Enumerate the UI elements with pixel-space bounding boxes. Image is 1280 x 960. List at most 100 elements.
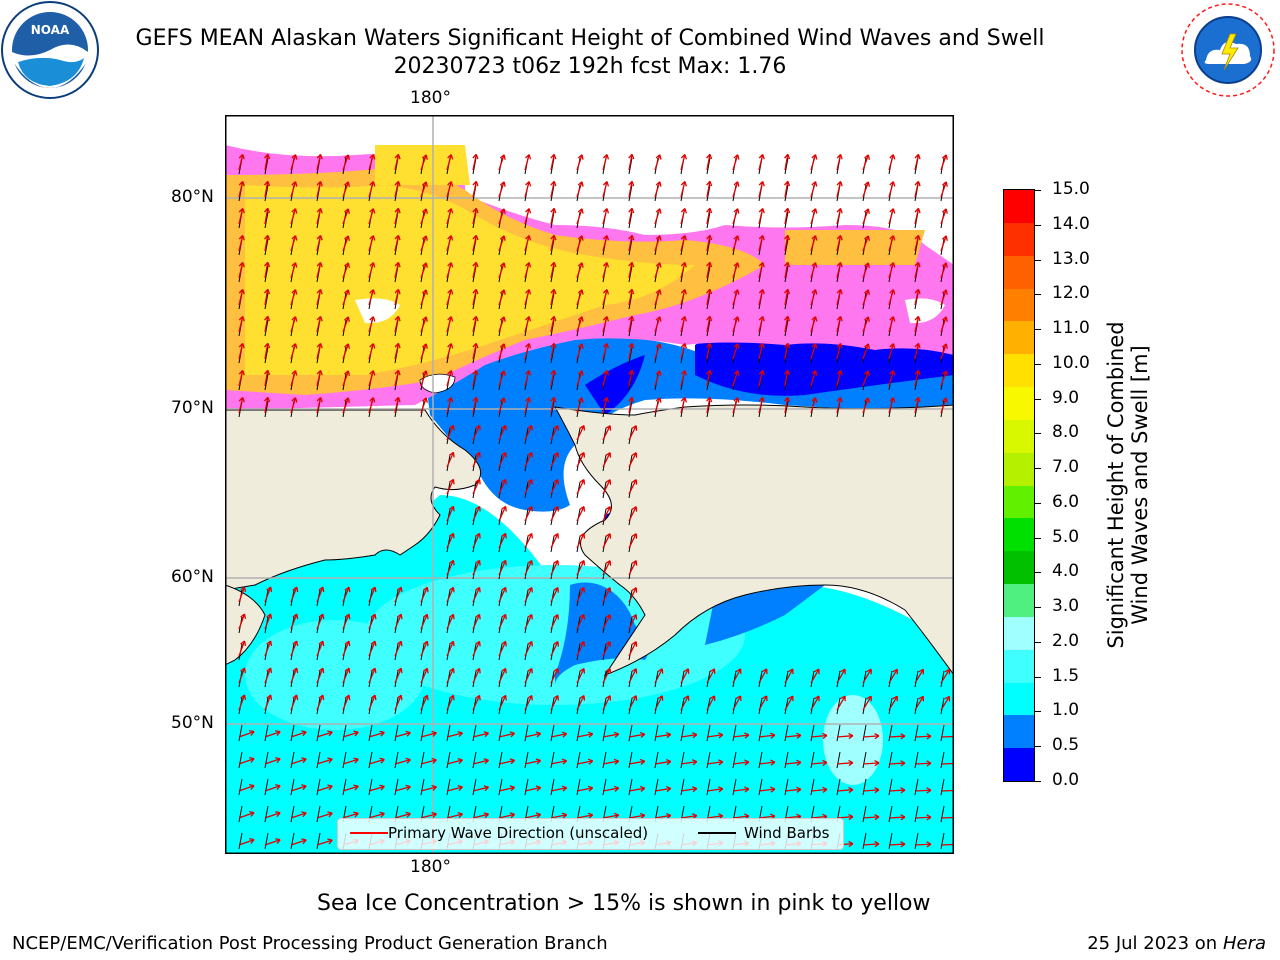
wave-direction-arrow [576,316,583,333]
wave-arrow-head [836,288,843,295]
wave-arrow-head [706,261,713,268]
wave-arrow-head [926,814,932,821]
wave-direction-arrow [264,785,281,792]
wave-direction-arrow [472,533,481,549]
wind-barb [862,832,867,850]
wave-arrow-head [784,315,791,322]
wind-barb [342,724,347,742]
wave-direction-arrow [888,262,895,279]
wave-arrow-head [472,396,479,403]
wave-arrow-head [587,785,594,792]
wave-arrow-head [421,262,428,268]
wave-arrow-head [405,757,411,764]
wave-direction-arrow [290,731,307,738]
wave-direction-arrow [654,262,661,279]
wave-arrow-head [318,613,325,620]
wave-arrow-head [866,695,872,702]
wave-direction-arrow [290,208,297,225]
wave-direction-arrow [264,289,269,306]
ocean-mid-blue-bering [555,582,649,685]
wave-arrow-head [941,289,948,295]
wave-direction-arrow [368,343,375,360]
wind-barb [264,211,269,229]
wave-arrow-head [316,342,323,349]
wave-direction-arrow [290,235,297,252]
wave-arrow-head [639,812,646,820]
wave-direction-arrow [550,587,559,603]
wind-barb [836,778,841,796]
wave-direction-arrow [498,425,507,441]
wave-direction-arrow [784,208,789,225]
wave-direction-arrow [732,397,739,414]
wave-arrow-head [501,478,507,485]
wave-arrow-head [561,785,568,792]
wave-direction-arrow [914,262,920,279]
wave-arrow-head [717,732,724,739]
wave-direction-arrow [238,667,246,684]
wave-direction-arrow [472,813,489,819]
wave-arrow-head [941,208,948,214]
wave-arrow-head [394,207,401,214]
wave-direction-arrow [550,154,555,171]
wave-arrow-head [240,613,247,620]
wind-barb [628,211,633,229]
wave-direction-arrow [524,452,533,468]
wave-arrow-head [316,153,323,160]
wave-direction-arrow [784,397,789,414]
wave-direction-arrow [602,425,611,441]
wave-direction-arrow [914,316,920,333]
wave-direction-arrow [654,316,661,333]
wave-direction-arrow [654,695,663,711]
wave-arrow-head [758,369,765,376]
wave-arrow-head [370,694,377,701]
colorbar-tick-label: 4.0 [1052,561,1080,582]
wave-direction-arrow [394,786,411,792]
wave-direction-arrow [628,316,633,333]
wave-direction-arrow [446,668,455,684]
wind-barb [602,751,607,769]
wave-arrow-head [344,316,350,322]
map-legend: Primary Wave Direction (unscaled) Wind B… [337,818,844,850]
wave-arrow-head [553,533,560,539]
wave-arrow-head [691,732,698,739]
wave-direction-arrow [810,154,817,171]
wave-direction-arrow [446,759,463,765]
wave-direction-arrow [628,479,637,495]
wave-direction-arrow [706,815,723,819]
wave-arrow-head [836,180,843,187]
wave-arrow-head [447,235,454,241]
wave-arrow-head [238,315,245,322]
wave-arrow-head [475,532,481,539]
wave-arrow-head [240,586,247,593]
wave-arrow-head [550,207,557,214]
wind-barb [628,373,633,391]
wave-direction-arrow [680,668,689,684]
wave-arrow-head [396,613,403,620]
wave-direction-arrow [446,452,455,468]
wave-arrow-head [238,342,245,349]
wave-direction-arrow [394,695,402,711]
wave-direction-arrow [654,397,661,414]
wave-direction-arrow [524,479,533,495]
wave-arrow-head [394,369,401,376]
wave-arrow-head [605,641,612,647]
wave-direction-arrow [550,262,555,279]
wave-arrow-head [553,479,560,485]
wave-direction-arrow [784,154,789,171]
wave-arrow-head [733,343,740,349]
land-alaska [554,404,954,677]
wave-arrow-head [836,342,843,349]
wind-barb [316,805,321,823]
wave-direction-arrow [576,370,583,387]
wave-arrow-head [717,786,724,793]
wave-direction-arrow [342,289,349,306]
wave-arrow-head [475,667,481,674]
lon-label-bottom: 180° [410,857,451,877]
wave-arrow-head [605,479,612,485]
wind-barb [914,697,919,715]
wind-barb [264,832,269,850]
wave-arrow-head [550,261,557,268]
wind-barb [290,724,295,742]
colorbar-segment [1004,485,1034,519]
wave-direction-arrow [576,289,583,306]
